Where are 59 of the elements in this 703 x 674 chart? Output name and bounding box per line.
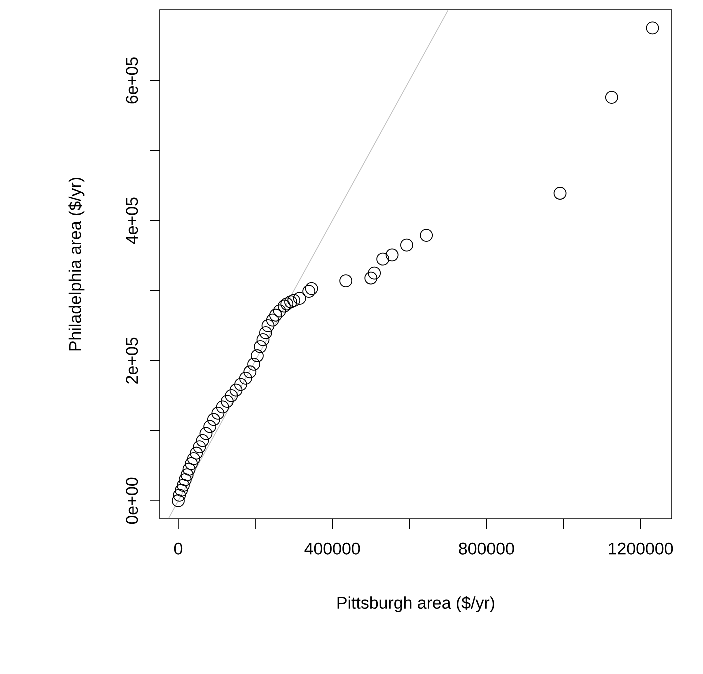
point xyxy=(193,440,206,454)
point xyxy=(182,463,196,476)
point xyxy=(266,314,280,327)
x-tick-label: 0 xyxy=(174,542,183,555)
point xyxy=(302,285,316,298)
point xyxy=(204,420,217,434)
point xyxy=(420,229,434,242)
point xyxy=(293,292,306,306)
point xyxy=(190,446,204,460)
y-tick-label: 4e+05 xyxy=(126,198,138,244)
point xyxy=(220,395,234,408)
point xyxy=(196,434,210,448)
point xyxy=(280,298,294,311)
point xyxy=(368,266,382,280)
point xyxy=(248,358,260,371)
point xyxy=(173,488,186,502)
point xyxy=(256,333,270,346)
point xyxy=(177,479,190,492)
point xyxy=(244,366,257,379)
point xyxy=(212,406,225,420)
point xyxy=(251,350,264,362)
point xyxy=(200,427,213,440)
x-tick-label: 1200000 xyxy=(609,542,674,555)
point xyxy=(175,484,188,497)
point xyxy=(646,22,660,35)
point xyxy=(262,319,275,332)
point xyxy=(207,413,220,426)
point xyxy=(234,378,248,392)
point xyxy=(278,300,291,313)
point xyxy=(254,340,268,354)
point xyxy=(376,252,390,266)
point xyxy=(288,294,301,308)
point xyxy=(216,400,230,414)
point xyxy=(185,457,198,470)
y-tick-label: 2e+05 xyxy=(126,338,138,384)
point xyxy=(225,389,238,402)
point xyxy=(554,187,567,200)
x-tick-label: 800000 xyxy=(459,542,514,555)
point xyxy=(239,372,252,385)
point xyxy=(178,474,192,486)
y-tick-label: 0e+00 xyxy=(126,478,138,524)
point xyxy=(284,296,298,309)
y-tick-label: 6e+05 xyxy=(126,58,138,104)
x-axis-title: Pittsburgh area ($/yr) xyxy=(338,596,494,612)
point xyxy=(270,308,282,322)
point xyxy=(259,326,272,340)
x-tick-label: 400000 xyxy=(304,542,360,555)
point xyxy=(273,304,286,318)
point xyxy=(386,248,399,262)
point xyxy=(187,452,200,466)
point xyxy=(605,91,618,104)
point xyxy=(180,468,194,482)
y-axis-title: Philadelphia area ($/yr) xyxy=(68,178,85,351)
point xyxy=(305,282,318,296)
point xyxy=(340,274,353,288)
point xyxy=(400,238,414,252)
point xyxy=(364,272,378,285)
point xyxy=(230,384,243,397)
point xyxy=(172,494,185,508)
